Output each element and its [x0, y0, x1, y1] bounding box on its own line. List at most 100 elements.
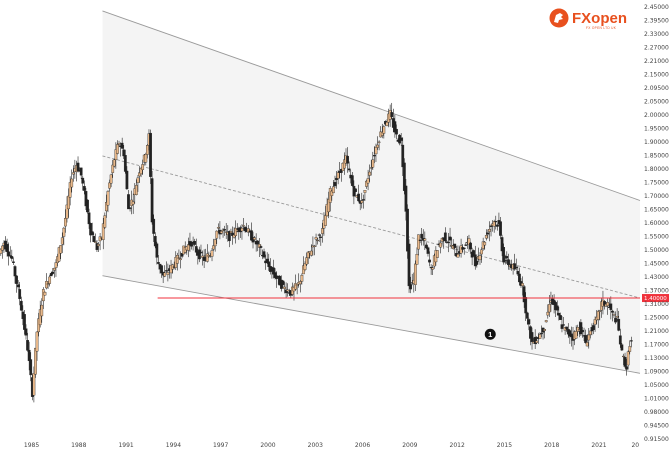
candle-body [67, 195, 70, 210]
candle-body [116, 144, 119, 154]
candle-body [303, 263, 307, 270]
y-tick-label: 1.09000 [644, 369, 669, 376]
candle-body [612, 314, 616, 316]
y-tick-label: 1.31000 [644, 301, 669, 308]
candle-body [415, 254, 419, 265]
candle-body [502, 247, 506, 263]
candle-body [306, 251, 310, 258]
candle-body [108, 182, 111, 189]
y-tick-label: 1.45000 [644, 261, 669, 268]
y-tick-label: 1.60000 [644, 220, 669, 227]
candle-body [443, 232, 447, 242]
candle-body [275, 275, 279, 279]
candle-body [179, 258, 182, 261]
x-tick-label: 2003 [308, 442, 323, 449]
candle-body [136, 177, 140, 183]
candle-body [521, 283, 524, 287]
candle-body [555, 305, 559, 311]
candle-body [530, 332, 534, 343]
candle-body [544, 320, 548, 323]
candle-body [153, 236, 157, 247]
candle-body [625, 366, 628, 370]
candle-body [150, 178, 154, 223]
candle-body [488, 229, 491, 232]
x-tick-label: 1994 [166, 442, 181, 449]
candle-body [574, 330, 578, 339]
candle-body [382, 126, 386, 134]
candle-body [262, 251, 266, 258]
candle-body [186, 244, 190, 251]
candle-body [492, 221, 496, 227]
candle-body [361, 199, 365, 201]
candle-body [617, 318, 621, 331]
candle-body [103, 215, 107, 228]
candle-body [320, 228, 324, 234]
candle-body [587, 334, 591, 341]
y-tick-label: 2.21000 [644, 58, 669, 65]
candle-body [360, 200, 364, 204]
candle-body [7, 251, 11, 257]
channel-lower-line [102, 275, 641, 374]
candle-body [623, 357, 627, 367]
candle-body [603, 301, 606, 306]
y-tick-label: 2.45000 [644, 4, 669, 11]
candle-body [371, 159, 375, 168]
candle-body [81, 177, 85, 184]
candle-body [267, 261, 271, 267]
y-tick-label: 0.91500 [644, 436, 669, 443]
candle-body [478, 255, 482, 261]
candle-body [257, 244, 261, 248]
candle-body [177, 257, 181, 259]
candle-body [366, 178, 370, 184]
candle-body [527, 319, 531, 325]
y-tick-label: 1.17000 [644, 342, 669, 349]
x-tick-label: 2018 [544, 442, 559, 449]
candle-body [516, 271, 520, 275]
candle-body [273, 272, 277, 278]
candle-body [16, 284, 20, 288]
candle-body [109, 174, 113, 184]
candle-body [402, 162, 406, 191]
annotation-marker-label: 1 [488, 330, 492, 339]
x-tick-label: 2021 [591, 442, 606, 449]
candle-body [84, 191, 88, 207]
candle-body [76, 162, 80, 172]
candle-body [568, 330, 572, 337]
candle-body [0, 249, 3, 254]
candle-body [363, 190, 367, 193]
candle-body [106, 191, 110, 206]
candle-body [357, 193, 360, 202]
candle-body [401, 144, 405, 168]
candle-body [475, 260, 479, 265]
candle-body [259, 246, 263, 248]
candle-body [588, 330, 592, 335]
candle-body [593, 319, 597, 325]
candle-body [565, 326, 569, 330]
candle-body [46, 283, 50, 285]
candle-body [164, 270, 168, 272]
candle-body [5, 244, 9, 253]
candle-body [505, 256, 509, 259]
candle-body [82, 186, 86, 191]
candle-body [332, 186, 335, 194]
x-tick-label: 1985 [24, 442, 39, 449]
candle-body [231, 232, 234, 236]
candle-body [15, 275, 18, 284]
candle-body [122, 149, 126, 157]
candle-body [309, 250, 313, 256]
candle-body [385, 122, 389, 126]
candle-body [584, 335, 587, 343]
candle-body [486, 232, 490, 235]
candle-body [495, 224, 499, 227]
candle-body [49, 273, 53, 277]
candle-body [518, 273, 521, 283]
y-tick-label: 1.80000 [644, 166, 669, 173]
candle-body [439, 242, 442, 248]
candle-body [92, 235, 96, 242]
candle-body [281, 280, 285, 285]
candle-body [469, 242, 472, 250]
candle-body [29, 359, 33, 376]
y-tick-label: 1.85000 [644, 153, 669, 160]
x-tick-label: 20 [631, 442, 639, 449]
candle-body [19, 300, 23, 311]
